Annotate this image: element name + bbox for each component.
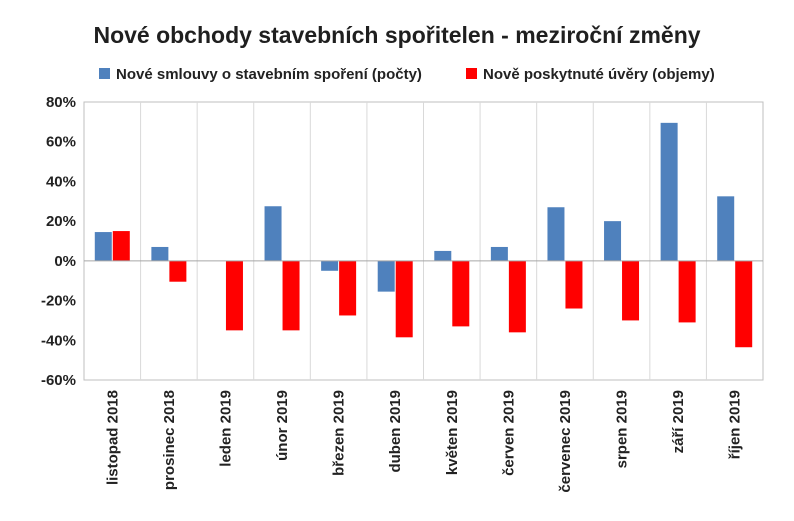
chart-title: Nové obchody stavebních spořitelen - mez… — [93, 22, 701, 48]
bar-contracts — [547, 207, 565, 261]
bar-contracts — [264, 206, 282, 261]
y-tick-label: 40% — [46, 173, 76, 190]
bar-loans — [225, 260, 243, 331]
bar-contracts — [94, 232, 112, 261]
bar-contracts — [604, 221, 622, 261]
x-tick-label: březen 2019 — [331, 390, 348, 476]
x-tick-label: únor 2019 — [274, 390, 291, 461]
x-tick-label: červenec 2019 — [557, 390, 574, 493]
bar-loans — [508, 260, 526, 333]
bar-loans — [622, 260, 640, 321]
bar-loans — [452, 260, 470, 327]
bar-contracts — [660, 122, 678, 261]
legend-swatch — [466, 68, 477, 79]
y-tick-label: -20% — [41, 293, 76, 310]
bar-loans — [112, 231, 130, 261]
bar-loans — [282, 260, 300, 331]
bar-contracts — [151, 246, 169, 261]
bar-contracts — [717, 196, 735, 261]
x-tick-label: květen 2019 — [444, 390, 461, 475]
bar-loans — [735, 260, 753, 348]
x-tick-label: červen 2019 — [500, 390, 517, 476]
bar-contracts — [321, 260, 339, 271]
x-tick-label: prosinec 2018 — [161, 390, 178, 490]
y-tick-label: 20% — [46, 213, 76, 230]
bar-loans — [339, 260, 357, 316]
x-tick-label: srpen 2019 — [614, 390, 631, 468]
legend-label: Nově poskytnuté úvěry (objemy) — [483, 66, 715, 83]
x-tick-label: listopad 2018 — [104, 390, 121, 485]
y-tick-label: -60% — [41, 372, 76, 389]
x-tick-label: září 2019 — [670, 390, 687, 453]
y-tick-label: -40% — [41, 332, 76, 349]
y-tick-label: 80% — [46, 94, 76, 111]
bar-loans — [169, 260, 187, 282]
bar-loans — [678, 260, 696, 323]
bar-loans — [565, 260, 583, 309]
legend-swatch — [99, 68, 110, 79]
bar-contracts — [377, 260, 395, 292]
y-tick-label: 0% — [54, 253, 76, 270]
legend-label: Nové smlouvy o stavebním spoření (počty) — [116, 66, 422, 83]
bar-contracts — [490, 246, 508, 261]
bar-loans — [395, 260, 413, 338]
x-tick-label: říjen 2019 — [727, 390, 744, 459]
x-tick-label: duben 2019 — [387, 390, 404, 473]
bar-contracts — [434, 250, 452, 261]
y-tick-label: 60% — [46, 134, 76, 151]
x-tick-label: leden 2019 — [217, 390, 234, 467]
